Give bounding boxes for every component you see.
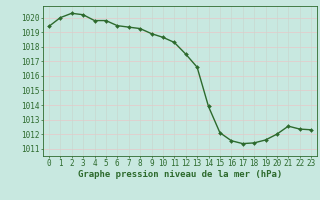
X-axis label: Graphe pression niveau de la mer (hPa): Graphe pression niveau de la mer (hPa)	[78, 170, 282, 179]
